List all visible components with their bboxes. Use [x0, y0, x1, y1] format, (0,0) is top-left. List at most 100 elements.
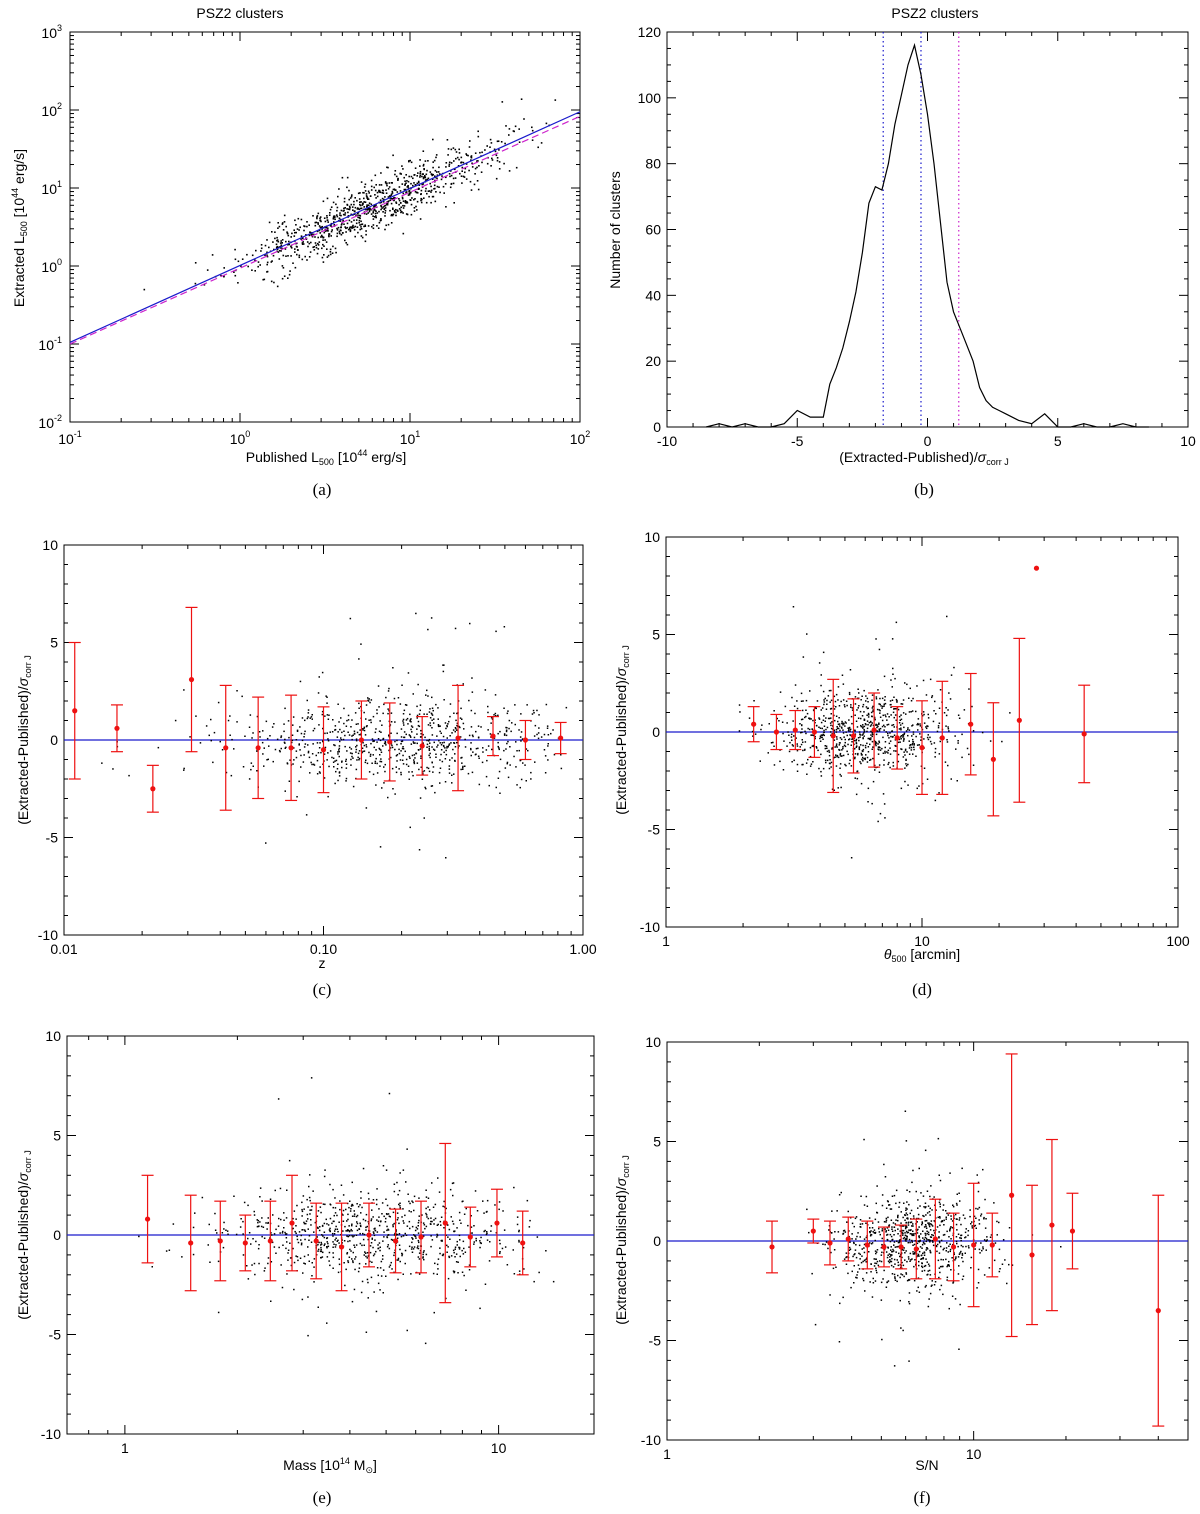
data-point	[365, 213, 368, 215]
data-point	[530, 778, 532, 780]
data-point	[438, 173, 441, 175]
data-point	[346, 1253, 348, 1255]
data-point	[296, 246, 298, 248]
data-point	[830, 717, 832, 719]
data-point	[217, 1260, 220, 1263]
data-point	[835, 765, 838, 767]
data-point	[377, 738, 380, 740]
data-point	[415, 1237, 417, 1239]
data-point	[209, 1261, 211, 1263]
data-point	[429, 717, 432, 719]
data-point	[440, 1239, 442, 1242]
data-point	[866, 714, 868, 716]
data-point	[183, 769, 185, 771]
data-point	[865, 723, 867, 726]
data-point	[433, 184, 436, 187]
data-point	[930, 743, 933, 745]
data-point	[345, 242, 347, 244]
data-point	[923, 1265, 926, 1268]
data-point	[274, 231, 276, 233]
x-tick-label: 102	[570, 429, 591, 447]
y-tick-label: 5	[50, 635, 58, 651]
data-point	[387, 708, 389, 710]
data-point	[414, 184, 417, 186]
data-point	[827, 717, 830, 720]
data-point	[462, 768, 464, 770]
data-point	[811, 734, 813, 736]
data-point	[334, 760, 336, 762]
data-point	[280, 747, 282, 750]
data-point	[897, 1216, 899, 1219]
data-point	[250, 1243, 252, 1245]
data-point	[923, 722, 926, 724]
data-point	[900, 727, 902, 729]
data-point	[293, 747, 295, 749]
data-point	[385, 744, 387, 746]
data-point	[382, 1269, 385, 1271]
data-point	[959, 1200, 961, 1202]
data-point	[921, 1247, 923, 1249]
panel-d-ylabel: (Extracted-Published)/σcorr J	[613, 645, 631, 814]
data-point	[898, 1206, 900, 1208]
data-point	[918, 1255, 920, 1257]
data-point	[288, 1159, 291, 1162]
data-point	[836, 726, 838, 728]
data-point	[379, 1289, 381, 1291]
data-point	[382, 1165, 385, 1167]
data-point	[317, 1250, 319, 1252]
data-point	[375, 757, 377, 760]
data-point	[930, 1185, 932, 1187]
data-point	[894, 677, 896, 680]
data-point	[302, 243, 305, 245]
data-point	[298, 254, 301, 257]
data-point	[315, 244, 317, 247]
panel-c-ylabel: (Extracted-Published)/σcorr J	[15, 655, 33, 824]
data-point	[458, 745, 460, 747]
data-point	[251, 254, 254, 257]
data-point	[423, 770, 426, 772]
data-point	[533, 1280, 535, 1283]
data-point	[835, 715, 838, 717]
data-point	[888, 1253, 891, 1255]
data-point	[506, 727, 508, 729]
data-point	[366, 205, 368, 207]
data-point	[470, 189, 473, 191]
data-point	[460, 161, 462, 164]
data-point	[487, 729, 489, 731]
data-point	[938, 1236, 940, 1238]
data-point	[843, 744, 846, 747]
data-point	[929, 678, 932, 681]
data-point	[380, 184, 383, 186]
data-point	[513, 755, 515, 758]
data-point	[378, 221, 381, 224]
data-point	[469, 140, 471, 142]
data-point	[151, 1266, 153, 1268]
data-point	[360, 1212, 362, 1214]
data-point	[388, 1092, 391, 1095]
data-point	[313, 1281, 315, 1283]
data-point	[383, 1215, 385, 1218]
data-point	[271, 1234, 273, 1236]
data-point	[900, 735, 903, 737]
data-point	[463, 1213, 466, 1215]
data-point	[304, 1238, 306, 1241]
data-point	[416, 182, 419, 185]
data-point	[329, 251, 332, 253]
data-point	[362, 728, 364, 730]
data-point	[327, 230, 329, 232]
data-point	[950, 1238, 952, 1240]
data-point	[904, 748, 907, 751]
data-point	[264, 254, 266, 256]
data-point	[419, 174, 422, 177]
data-point	[383, 1236, 385, 1238]
data-point	[337, 763, 339, 765]
data-point	[927, 1205, 930, 1207]
data-point	[378, 184, 381, 186]
data-point	[417, 1239, 420, 1242]
data-point	[898, 738, 901, 741]
data-point	[380, 749, 382, 751]
data-point	[869, 759, 871, 761]
data-point	[369, 701, 371, 704]
